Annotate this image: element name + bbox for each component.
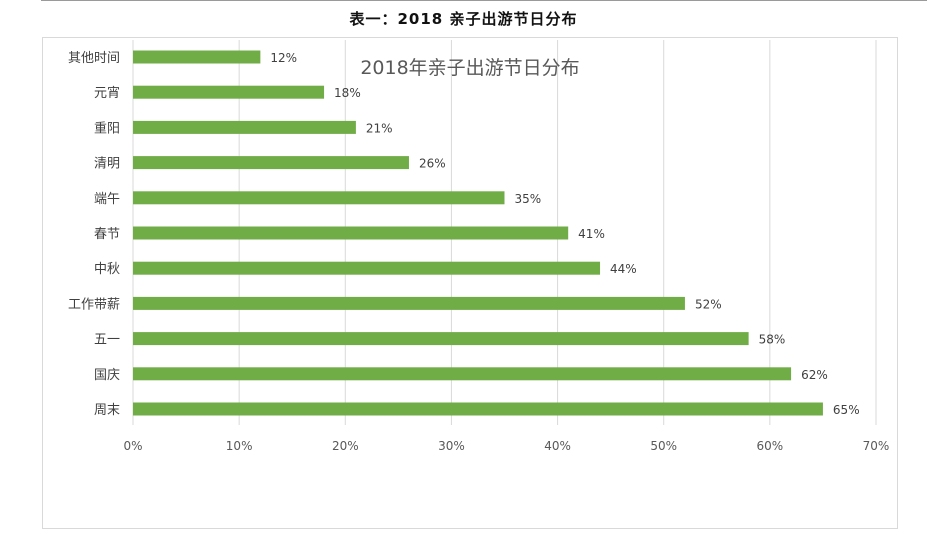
category-label: 端午 xyxy=(94,192,120,207)
category-label: 清明 xyxy=(94,157,120,172)
data-label: 12% xyxy=(270,51,297,65)
category-label: 中秋 xyxy=(94,262,120,277)
x-tick-label: 70% xyxy=(863,439,890,453)
x-tick-label: 60% xyxy=(757,439,784,453)
bar xyxy=(133,120,356,134)
bar xyxy=(133,156,409,170)
category-label: 国庆 xyxy=(94,368,120,383)
data-label: 52% xyxy=(695,297,722,311)
x-tick-label: 40% xyxy=(544,439,571,453)
category-label: 周末 xyxy=(94,403,120,418)
data-label: 18% xyxy=(334,86,361,100)
chart-frame xyxy=(42,37,898,529)
data-label: 62% xyxy=(801,368,828,382)
chart-title: 2018年亲子出游节日分布 xyxy=(360,57,579,79)
data-label: 21% xyxy=(366,121,393,135)
category-label: 五一 xyxy=(94,333,120,348)
value-labels: 12% 18% 21% 26% 35% 41% 44% 52% 58% 62% 65% xyxy=(270,51,859,417)
x-tick-label: 10% xyxy=(226,439,253,453)
category-label: 其他时间 xyxy=(68,51,120,66)
document-caption: 表一：2018 亲子出游节日分布 xyxy=(349,10,578,28)
bar xyxy=(133,191,505,205)
data-label: 44% xyxy=(610,262,637,276)
data-label: 65% xyxy=(833,403,860,417)
bar xyxy=(133,50,261,64)
category-label: 工作带薪 xyxy=(68,297,120,312)
category-label: 重阳 xyxy=(94,120,120,136)
data-label: 35% xyxy=(515,192,542,206)
data-label: 41% xyxy=(578,227,605,241)
data-label: 58% xyxy=(759,333,786,347)
x-tick-label: 0% xyxy=(123,439,142,453)
gridlines xyxy=(132,40,877,425)
top-rule xyxy=(41,0,927,1)
bar xyxy=(133,296,685,310)
x-tick-label: 30% xyxy=(438,439,465,453)
bars xyxy=(133,50,823,416)
bar xyxy=(133,332,749,346)
category-label: 元宵 xyxy=(94,85,120,101)
x-tick-labels: 0% 10% 20% 30% 40% 50% 60% 70% xyxy=(123,439,889,453)
category-label: 春节 xyxy=(94,227,120,242)
data-label: 26% xyxy=(419,157,446,171)
bar xyxy=(133,261,601,275)
bar xyxy=(133,226,569,240)
bar xyxy=(133,367,792,381)
bar xyxy=(133,85,325,99)
x-tick-label: 50% xyxy=(650,439,677,453)
x-tick-label: 20% xyxy=(332,439,359,453)
bar xyxy=(133,402,823,416)
